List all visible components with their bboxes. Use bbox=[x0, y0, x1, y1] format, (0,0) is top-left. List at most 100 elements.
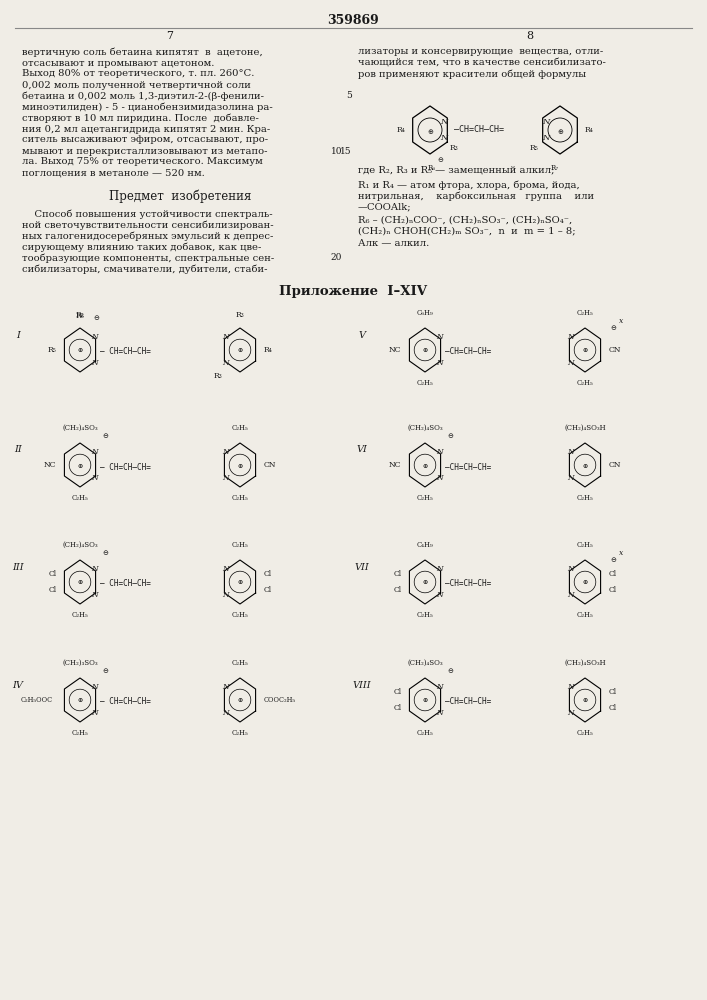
Text: R₄: R₄ bbox=[585, 126, 594, 134]
Text: N: N bbox=[436, 359, 443, 367]
Text: ⊖: ⊖ bbox=[448, 433, 453, 439]
Text: 0,002 моль полученной четвертичной соли: 0,002 моль полученной четвертичной соли bbox=[22, 81, 251, 90]
Text: — CH=CH—CH=: — CH=CH—CH= bbox=[100, 698, 151, 706]
Text: вертичную соль бетаина кипятят  в  ацетоне,: вертичную соль бетаина кипятят в ацетоне… bbox=[22, 47, 263, 57]
Text: Cl: Cl bbox=[49, 570, 57, 578]
Text: ⊖: ⊖ bbox=[611, 325, 617, 331]
Text: Приложение  I–XIV: Приложение I–XIV bbox=[279, 286, 427, 298]
Text: IV: IV bbox=[13, 680, 23, 690]
Text: поглощения в метаноле — 520 нм.: поглощения в метаноле — 520 нм. bbox=[22, 168, 205, 178]
Text: N: N bbox=[222, 565, 229, 573]
Text: R₅: R₅ bbox=[48, 346, 57, 354]
Text: C₂H₅: C₂H₅ bbox=[577, 611, 593, 619]
Text: N: N bbox=[91, 474, 98, 482]
Text: N: N bbox=[567, 591, 574, 599]
Text: ⊕: ⊕ bbox=[422, 580, 428, 585]
Text: ⊕: ⊕ bbox=[427, 129, 433, 135]
Text: N: N bbox=[440, 134, 448, 142]
Text: —COOAlk;: —COOAlk; bbox=[358, 202, 411, 212]
Text: x: x bbox=[619, 317, 623, 325]
Text: R₄: R₄ bbox=[396, 126, 405, 134]
Text: 8: 8 bbox=[527, 31, 534, 41]
Text: N: N bbox=[91, 565, 98, 573]
Text: сирующему влиянию таких добавок, как цве-: сирующему влиянию таких добавок, как цве… bbox=[22, 242, 262, 252]
Text: C₂H₅: C₂H₅ bbox=[577, 309, 593, 317]
Text: —CH=CH—CH=: —CH=CH—CH= bbox=[454, 125, 504, 134]
Text: — CH=CH—CH=: — CH=CH—CH= bbox=[100, 348, 151, 357]
Text: N: N bbox=[222, 591, 229, 599]
Text: отсасывают и промывают ацетоном.: отсасывают и промывают ацетоном. bbox=[22, 58, 214, 68]
Text: (CH₂)₄SO₃: (CH₂)₄SO₃ bbox=[407, 424, 443, 432]
Text: ⊕: ⊕ bbox=[77, 464, 83, 468]
Text: N: N bbox=[567, 448, 574, 456]
Text: N: N bbox=[222, 333, 229, 341]
Text: ⊕: ⊕ bbox=[238, 349, 243, 354]
Text: N: N bbox=[91, 683, 98, 691]
Text: 7: 7 bbox=[167, 31, 173, 41]
Text: N: N bbox=[222, 448, 229, 456]
Text: VIII: VIII bbox=[353, 680, 371, 690]
Text: N: N bbox=[567, 359, 574, 367]
Text: лизаторы и консервирующие  вещества, отли-: лизаторы и консервирующие вещества, отли… bbox=[358, 47, 603, 56]
Text: Cl: Cl bbox=[394, 688, 402, 696]
Text: VI: VI bbox=[356, 446, 368, 454]
Text: C₂H₅: C₂H₅ bbox=[232, 659, 248, 667]
Text: C₂H₅: C₂H₅ bbox=[416, 494, 433, 502]
Text: ⊕: ⊕ bbox=[238, 580, 243, 585]
Text: C₂H₅: C₂H₅ bbox=[232, 611, 248, 619]
Text: (CH₂)₄SO₃H: (CH₂)₄SO₃H bbox=[564, 424, 606, 432]
Text: C₂H₅: C₂H₅ bbox=[577, 729, 593, 737]
Text: C₂H₅: C₂H₅ bbox=[577, 379, 593, 387]
Text: C₂H₅: C₂H₅ bbox=[232, 494, 248, 502]
Text: C₂H₅: C₂H₅ bbox=[577, 494, 593, 502]
Text: x: x bbox=[619, 549, 623, 557]
Text: N: N bbox=[567, 683, 574, 691]
Text: C₂H₅: C₂H₅ bbox=[416, 379, 433, 387]
Text: створяют в 10 мл пиридина. После  добавле-: створяют в 10 мл пиридина. После добавле… bbox=[22, 113, 259, 123]
Text: ⊖: ⊖ bbox=[93, 315, 99, 321]
Text: V: V bbox=[358, 330, 366, 340]
Text: C₂H₅OOC: C₂H₅OOC bbox=[21, 696, 53, 704]
Text: N: N bbox=[436, 683, 443, 691]
Text: C₂H₅: C₂H₅ bbox=[71, 494, 88, 502]
Text: ⊕: ⊕ bbox=[422, 698, 428, 704]
Text: Cl: Cl bbox=[394, 570, 402, 578]
Text: ⊖: ⊖ bbox=[448, 668, 453, 674]
Text: N: N bbox=[436, 448, 443, 456]
Text: ⊖: ⊖ bbox=[103, 433, 108, 439]
Text: C₂H₅: C₂H₅ bbox=[71, 611, 88, 619]
Text: Cl: Cl bbox=[609, 704, 617, 712]
Text: N: N bbox=[542, 134, 549, 142]
Text: где R₂, R₃ и R₅ — замещенный алкил;: где R₂, R₃ и R₅ — замещенный алкил; bbox=[358, 165, 554, 174]
Text: ⊖: ⊖ bbox=[437, 157, 443, 163]
Text: CN: CN bbox=[264, 461, 276, 469]
Text: миноэтилиден) - 5 - цианобензимидазолина ра-: миноэтилиден) - 5 - цианобензимидазолина… bbox=[22, 102, 273, 112]
Text: R₆ – (CH₂)ₙCOO⁻, (CH₂)ₙSO₃⁻, (CH₂)ₙSO₄⁻,: R₆ – (CH₂)ₙCOO⁻, (CH₂)ₙSO₃⁻, (CH₂)ₙSO₄⁻, bbox=[358, 216, 572, 225]
Text: Cl: Cl bbox=[394, 586, 402, 594]
Text: —CH=CH—CH=: —CH=CH—CH= bbox=[445, 698, 491, 706]
Text: бетаина и 0,002 моль 1,3-диэтил-2-(β-фенили-: бетаина и 0,002 моль 1,3-диэтил-2-(β-фен… bbox=[22, 91, 264, 101]
Text: — CH=CH—CH=: — CH=CH—CH= bbox=[100, 462, 151, 472]
Text: Cl: Cl bbox=[609, 570, 617, 578]
Text: R₇: R₇ bbox=[551, 164, 559, 172]
Text: Cl: Cl bbox=[264, 586, 271, 594]
Text: N: N bbox=[436, 333, 443, 341]
Text: N: N bbox=[222, 474, 229, 482]
Text: —CH=CH—CH=: —CH=CH—CH= bbox=[445, 462, 491, 472]
Text: мывают и перекристаллизовывают из метапо-: мывают и перекристаллизовывают из метапо… bbox=[22, 146, 267, 155]
Text: N: N bbox=[436, 474, 443, 482]
Text: N: N bbox=[567, 474, 574, 482]
Text: N: N bbox=[567, 709, 574, 717]
Text: R₆: R₆ bbox=[76, 312, 84, 320]
Text: Cl: Cl bbox=[264, 570, 271, 578]
Text: N: N bbox=[542, 118, 549, 126]
Text: 20: 20 bbox=[331, 253, 342, 262]
Text: ⊕: ⊕ bbox=[238, 464, 243, 468]
Text: R₅: R₅ bbox=[530, 144, 538, 152]
Text: NC: NC bbox=[389, 461, 402, 469]
Text: CN: CN bbox=[609, 461, 621, 469]
Text: NC: NC bbox=[389, 346, 402, 354]
Text: N: N bbox=[91, 448, 98, 456]
Text: I: I bbox=[16, 330, 20, 340]
Text: ла. Выход 75% от теоретического. Максимум: ла. Выход 75% от теоретического. Максиму… bbox=[22, 157, 263, 166]
